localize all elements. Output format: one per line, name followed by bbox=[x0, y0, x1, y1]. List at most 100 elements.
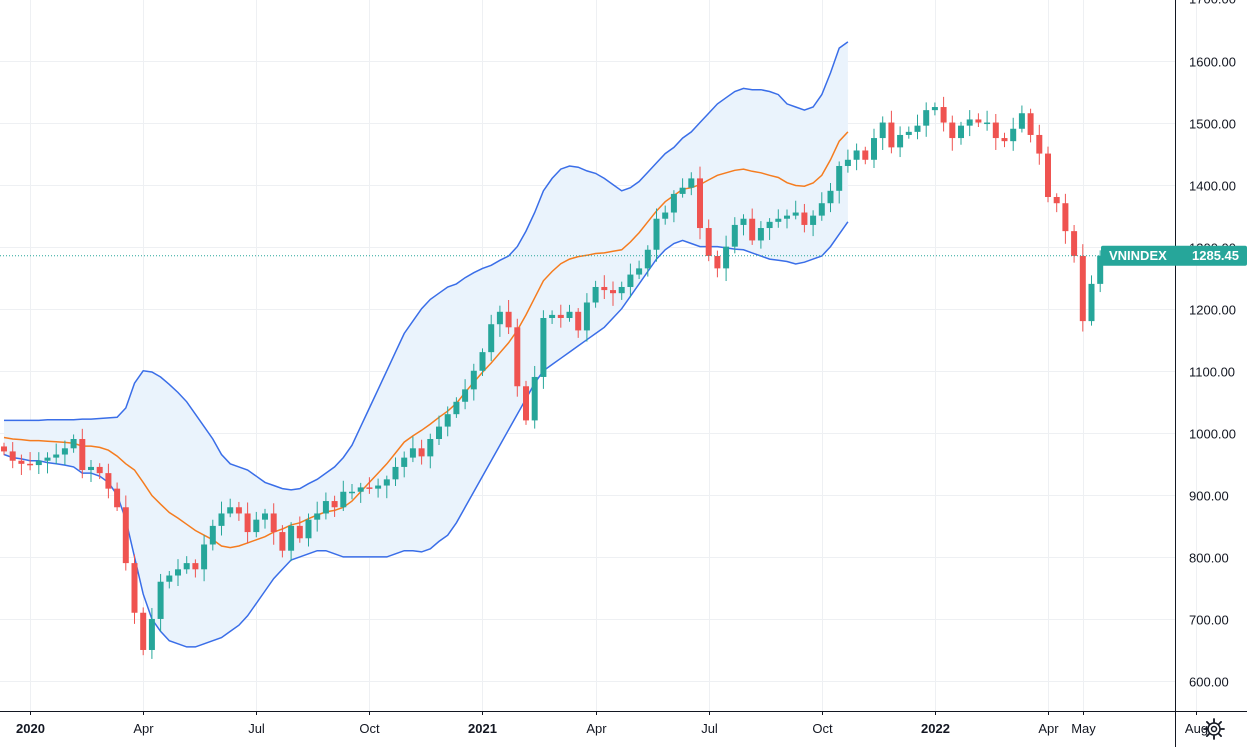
candle bbox=[201, 535, 208, 582]
candle bbox=[470, 363, 477, 401]
candle bbox=[583, 293, 590, 342]
candle-body bbox=[662, 212, 669, 219]
x-tick-label: Jul bbox=[701, 721, 718, 736]
candle-body bbox=[992, 122, 999, 139]
candle bbox=[79, 428, 86, 479]
candle-body bbox=[810, 215, 817, 225]
candle-body bbox=[749, 218, 756, 241]
candle-body bbox=[18, 460, 25, 464]
candle bbox=[270, 503, 277, 545]
candle bbox=[966, 110, 973, 137]
x-tick-label: Oct bbox=[812, 721, 833, 736]
candle-body bbox=[818, 203, 825, 216]
candle-body bbox=[1062, 203, 1069, 232]
x-tick-label: 2020 bbox=[16, 721, 45, 736]
candle bbox=[1097, 250, 1104, 293]
candle bbox=[1079, 244, 1086, 332]
candle bbox=[409, 436, 416, 463]
candle bbox=[514, 318, 521, 397]
candle-body bbox=[644, 249, 651, 269]
candle bbox=[253, 511, 260, 538]
candle bbox=[801, 203, 808, 233]
candle-body bbox=[1027, 113, 1034, 135]
candle-body bbox=[479, 352, 486, 371]
candle-body bbox=[209, 525, 216, 545]
candle bbox=[235, 501, 242, 521]
candle-body bbox=[27, 463, 34, 466]
candle bbox=[1018, 105, 1025, 133]
candle bbox=[557, 304, 564, 328]
candle-body bbox=[1097, 255, 1104, 284]
candle-body bbox=[148, 618, 155, 650]
candle-body bbox=[1079, 255, 1086, 322]
candle-body bbox=[1088, 283, 1095, 322]
candle bbox=[175, 559, 181, 586]
candle-body bbox=[401, 457, 408, 467]
candle bbox=[322, 492, 329, 520]
candle bbox=[905, 126, 912, 139]
candle bbox=[427, 433, 434, 469]
candle-body bbox=[183, 563, 190, 570]
candle bbox=[931, 102, 938, 116]
candle bbox=[714, 250, 721, 278]
candle bbox=[383, 475, 390, 499]
candle bbox=[618, 281, 625, 300]
candle-body bbox=[670, 193, 677, 213]
candle bbox=[836, 161, 843, 204]
candle bbox=[636, 260, 643, 280]
candle bbox=[731, 217, 738, 254]
candle-body bbox=[714, 255, 721, 269]
candle bbox=[453, 397, 460, 418]
candle bbox=[740, 214, 747, 236]
candle bbox=[96, 463, 103, 480]
candle bbox=[122, 495, 129, 571]
candle-body bbox=[1045, 153, 1051, 198]
candle-body bbox=[1001, 138, 1008, 142]
candle-body bbox=[1053, 197, 1060, 204]
candle-body bbox=[444, 414, 451, 427]
candle-body bbox=[1071, 231, 1078, 256]
candle-body bbox=[966, 119, 973, 126]
candle bbox=[897, 126, 904, 158]
candle-body bbox=[296, 525, 303, 539]
candle bbox=[653, 208, 660, 262]
x-tick-label: Apr bbox=[1038, 721, 1059, 736]
time-axis[interactable]: 2020 Apr Jul Oct 2021 Apr Jul Oct 2022 Apr May Aug bbox=[16, 711, 1208, 736]
candle-body bbox=[470, 370, 477, 390]
candle bbox=[1010, 117, 1017, 151]
candle bbox=[44, 452, 51, 474]
candle-body bbox=[905, 131, 912, 135]
candle-body bbox=[549, 314, 556, 319]
y-tick-label: 1100.00 bbox=[1189, 365, 1235, 380]
candle bbox=[105, 463, 112, 499]
candle-body bbox=[279, 532, 286, 551]
candle-body bbox=[70, 439, 77, 449]
y-tick-label: 1200.00 bbox=[1189, 303, 1236, 318]
candle-body bbox=[314, 513, 321, 520]
candle-body bbox=[688, 178, 695, 188]
candle-body bbox=[610, 290, 616, 294]
candle-body bbox=[958, 125, 964, 139]
candle-body bbox=[253, 519, 260, 533]
candle-body bbox=[175, 569, 181, 576]
candle-body bbox=[44, 457, 51, 461]
candle-body bbox=[757, 228, 764, 241]
candle-body bbox=[914, 125, 921, 132]
candle-body bbox=[53, 454, 60, 458]
y-tick-label: 1600.00 bbox=[1189, 55, 1236, 70]
x-tick-label: Apr bbox=[133, 721, 154, 736]
settings-button[interactable] bbox=[1201, 716, 1227, 742]
candle-body bbox=[792, 212, 799, 216]
y-tick-label: 1000.00 bbox=[1189, 427, 1236, 442]
x-tick-label: Apr bbox=[586, 721, 607, 736]
last-price-value: 1285.45 bbox=[1192, 248, 1239, 263]
candle bbox=[296, 516, 303, 543]
candle bbox=[349, 483, 355, 500]
candle bbox=[18, 454, 25, 475]
candle bbox=[27, 452, 34, 471]
candle bbox=[757, 221, 764, 249]
candle-body bbox=[235, 507, 242, 514]
candle bbox=[148, 607, 155, 659]
candle-body bbox=[270, 513, 277, 533]
